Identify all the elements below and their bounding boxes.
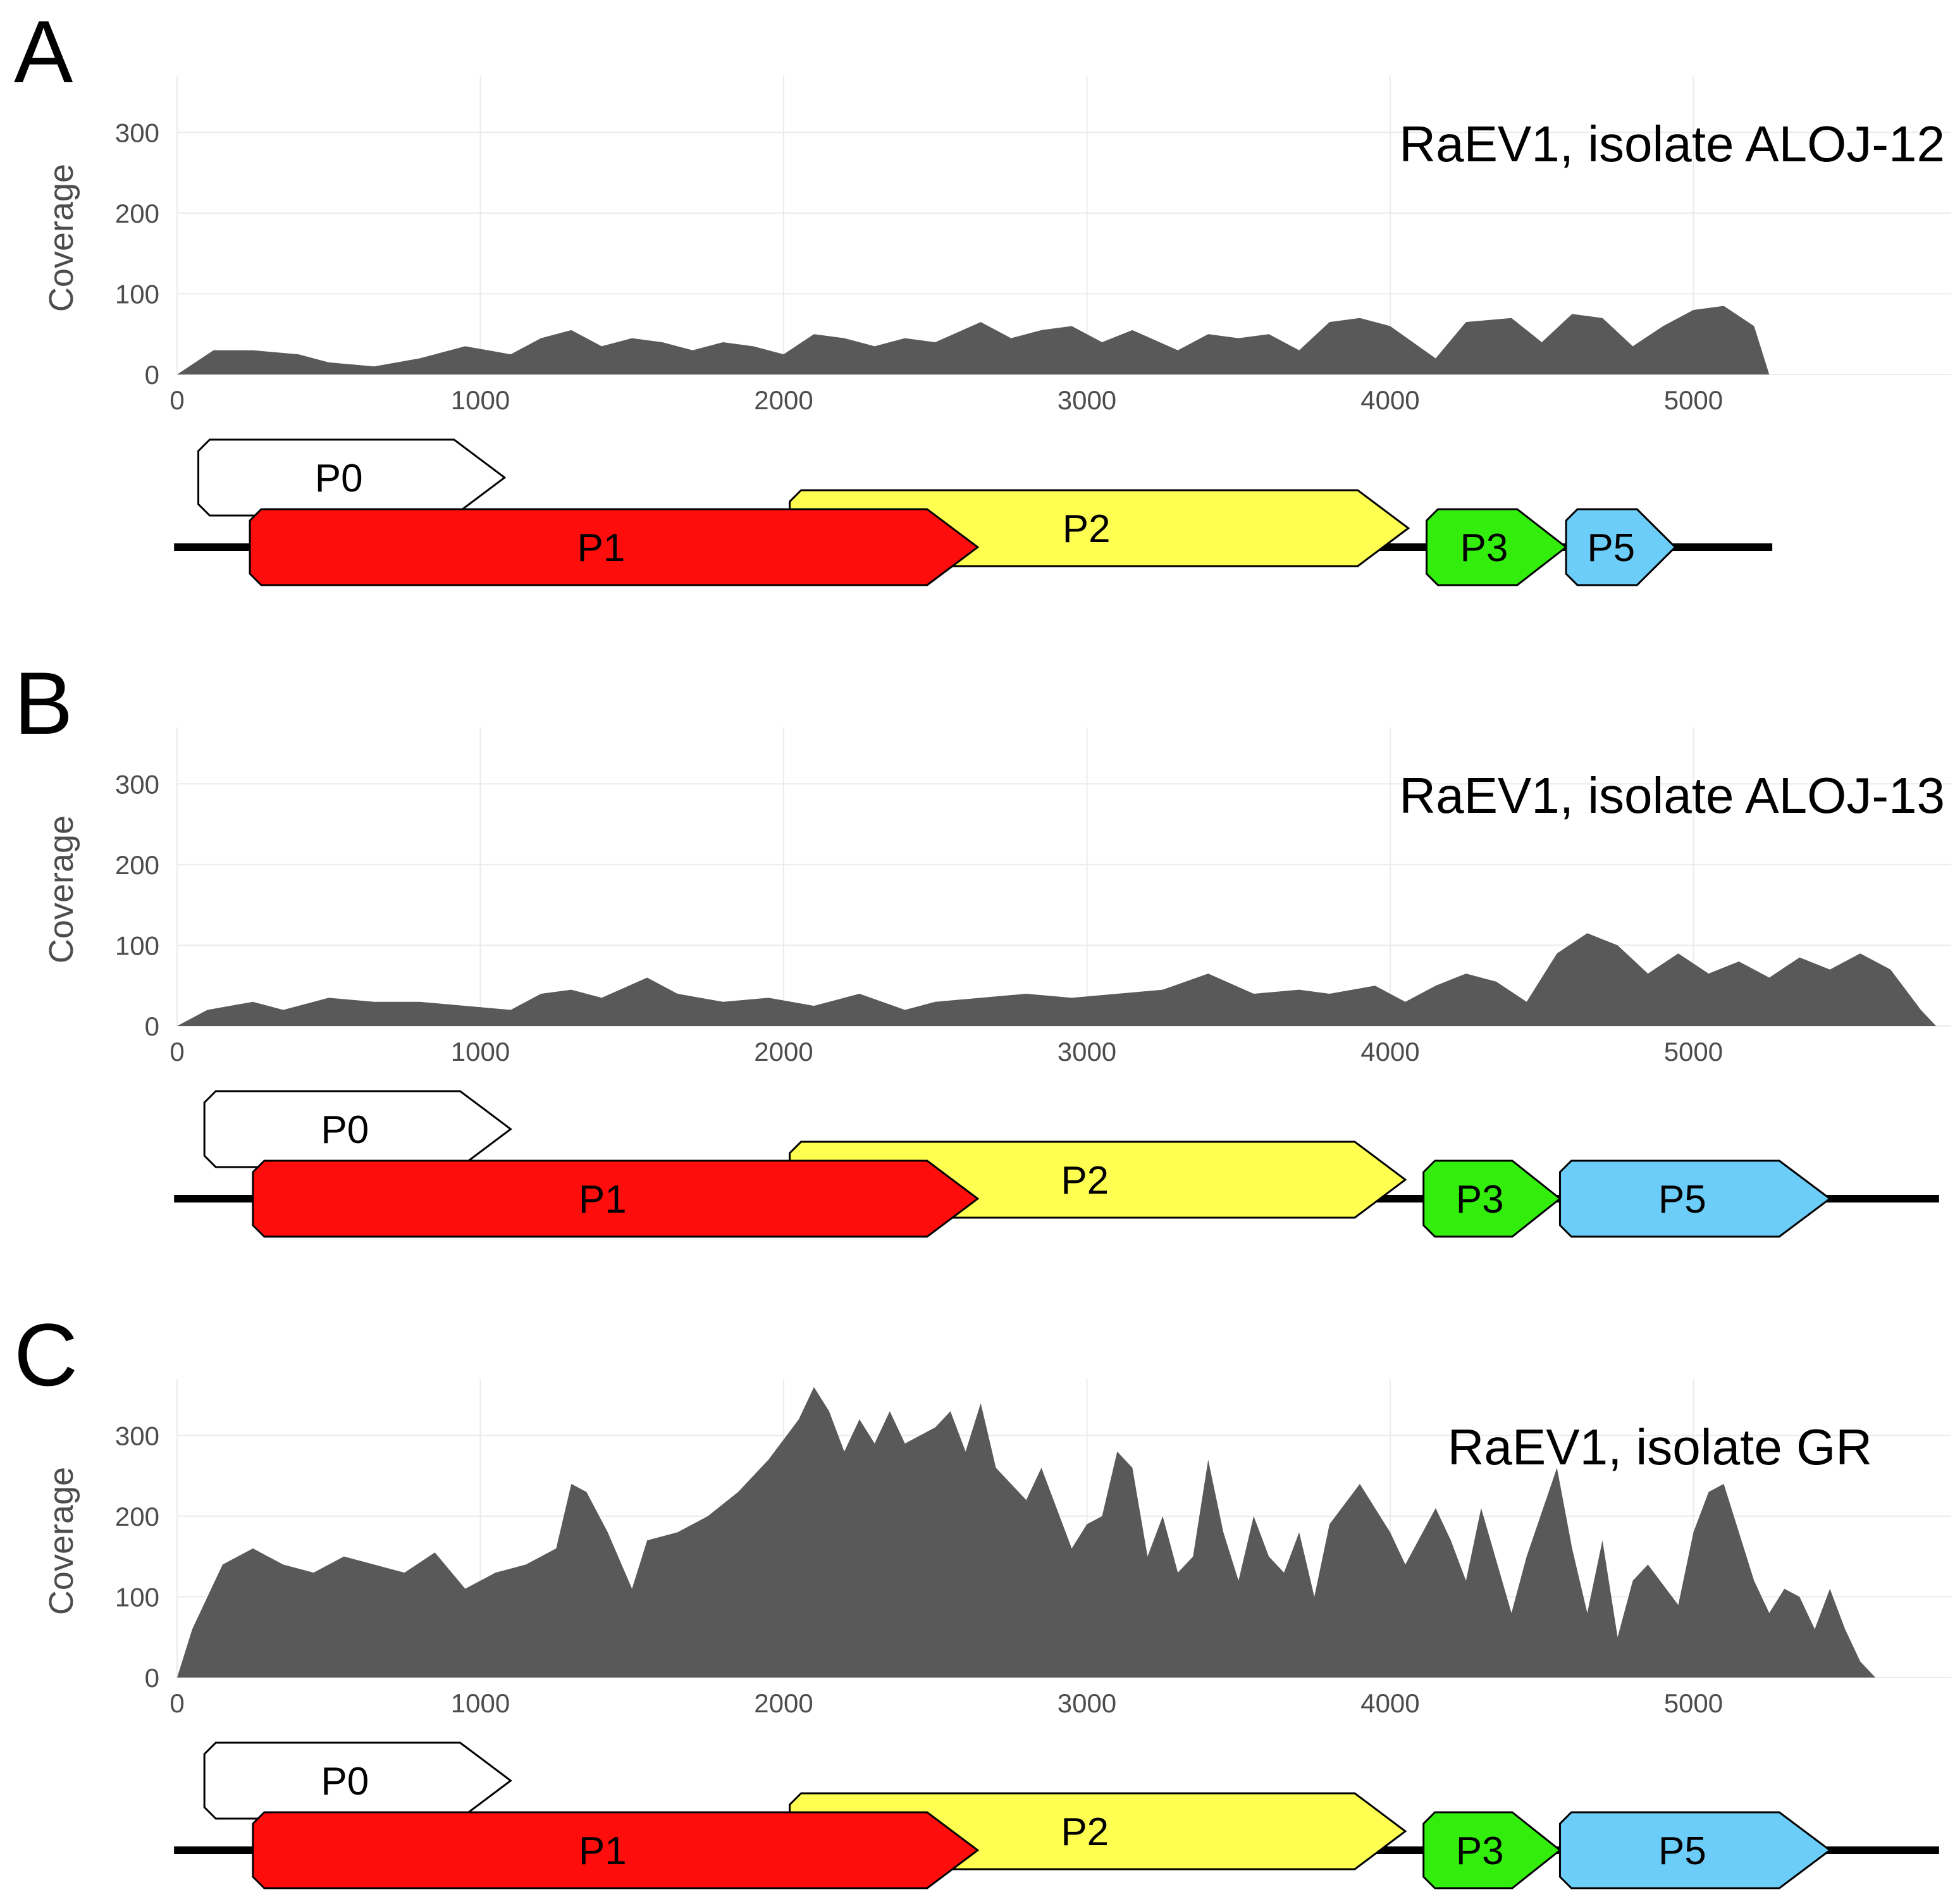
chart-title: RaEV1, isolate ALOJ-13 <box>1399 767 1945 824</box>
x-tick-label: 4000 <box>1360 1688 1419 1718</box>
gene-arrow-p3 <box>1422 1811 1562 1889</box>
x-tick-label: 1000 <box>451 1037 510 1066</box>
gene-label-p0: P0 <box>321 1108 369 1152</box>
gene-label-p0: P0 <box>321 1760 369 1803</box>
y-tick-label: 300 <box>115 769 159 799</box>
gene-label-p2: P2 <box>1061 1159 1109 1202</box>
x-tick-label: 0 <box>170 1037 184 1066</box>
x-tick-label: 5000 <box>1664 1688 1723 1718</box>
coverage-area <box>177 306 1770 374</box>
y-tick-label: 100 <box>115 930 159 960</box>
y-tick-label: 200 <box>115 1502 159 1531</box>
x-tick-label: 0 <box>170 1688 184 1718</box>
gene-arrow-p5 <box>1558 1159 1832 1238</box>
x-tick-label: 1000 <box>451 385 510 415</box>
x-tick-label: 5000 <box>1664 1037 1723 1066</box>
y-tick-label: 300 <box>115 118 159 147</box>
gene-label-p5: P5 <box>1658 1829 1706 1873</box>
x-tick-label: 4000 <box>1360 1037 1419 1066</box>
x-tick-label: 0 <box>170 385 184 415</box>
gene-arrow-p3 <box>1422 1159 1562 1238</box>
x-tick-label: 3000 <box>1058 1037 1116 1066</box>
gene-label-p0: P0 <box>315 457 363 500</box>
gene-label-p2: P2 <box>1061 1810 1109 1854</box>
gene-label-p3: P3 <box>1460 526 1508 570</box>
y-axis-label: Coverage <box>42 815 80 963</box>
gene-arrow-p5 <box>1565 508 1677 586</box>
chart-title: RaEV1, isolate GR <box>1448 1419 1872 1475</box>
gene-label-p3: P3 <box>1456 1829 1504 1873</box>
gene-label-p2: P2 <box>1063 507 1111 551</box>
x-tick-label: 4000 <box>1360 385 1419 415</box>
x-tick-label: 5000 <box>1664 385 1723 415</box>
y-tick-label: 100 <box>115 1582 159 1612</box>
y-tick-label: 0 <box>145 1663 159 1693</box>
y-tick-label: 0 <box>145 1011 159 1041</box>
x-tick-label: 3000 <box>1058 385 1116 415</box>
gene-arrow-p1 <box>249 508 980 586</box>
panel-letter: C <box>14 1305 78 1404</box>
gene-label-p5: P5 <box>1658 1178 1706 1221</box>
y-tick-label: 300 <box>115 1421 159 1450</box>
panel-letter: B <box>14 653 73 753</box>
panel-letter: A <box>14 2 73 101</box>
y-tick-label: 0 <box>145 360 159 390</box>
x-tick-label: 2000 <box>754 1037 813 1066</box>
x-tick-label: 2000 <box>754 385 813 415</box>
coverage-area <box>177 1387 1937 1678</box>
gene-label-p1: P1 <box>577 526 626 570</box>
gene-arrow-p1 <box>252 1159 980 1238</box>
y-axis-label: Coverage <box>42 164 80 312</box>
gene-label-p5: P5 <box>1587 526 1635 570</box>
gene-arrow-p5 <box>1558 1811 1832 1889</box>
x-tick-label: 2000 <box>754 1688 813 1718</box>
y-tick-label: 200 <box>115 199 159 228</box>
panel-B: B 0 1000 2000 3000 4000 5000 0 100 200 300 Coverage… <box>14 653 1951 1238</box>
y-tick-label: 100 <box>115 279 159 309</box>
chart-title: RaEV1, isolate ALOJ-12 <box>1399 116 1945 172</box>
panel-C: C 0 1000 2000 3000 4000 5000 0 100 200 300 Coverage… <box>14 1305 1951 1889</box>
y-tick-label: 200 <box>115 850 159 880</box>
gene-arrow-p3 <box>1425 508 1568 586</box>
gene-arrow-p1 <box>252 1811 980 1889</box>
gene-label-p1: P1 <box>579 1829 627 1873</box>
coverage-area <box>177 933 1937 1026</box>
x-tick-label: 1000 <box>451 1688 510 1718</box>
gene-label-p3: P3 <box>1456 1178 1504 1221</box>
gene-label-p1: P1 <box>579 1178 627 1221</box>
panel-A: A 0 1000 2000 3000 4000 5000 0 100 200 300 Coverage… <box>14 2 1951 586</box>
y-axis-label: Coverage <box>42 1467 80 1615</box>
x-tick-label: 3000 <box>1058 1688 1116 1718</box>
